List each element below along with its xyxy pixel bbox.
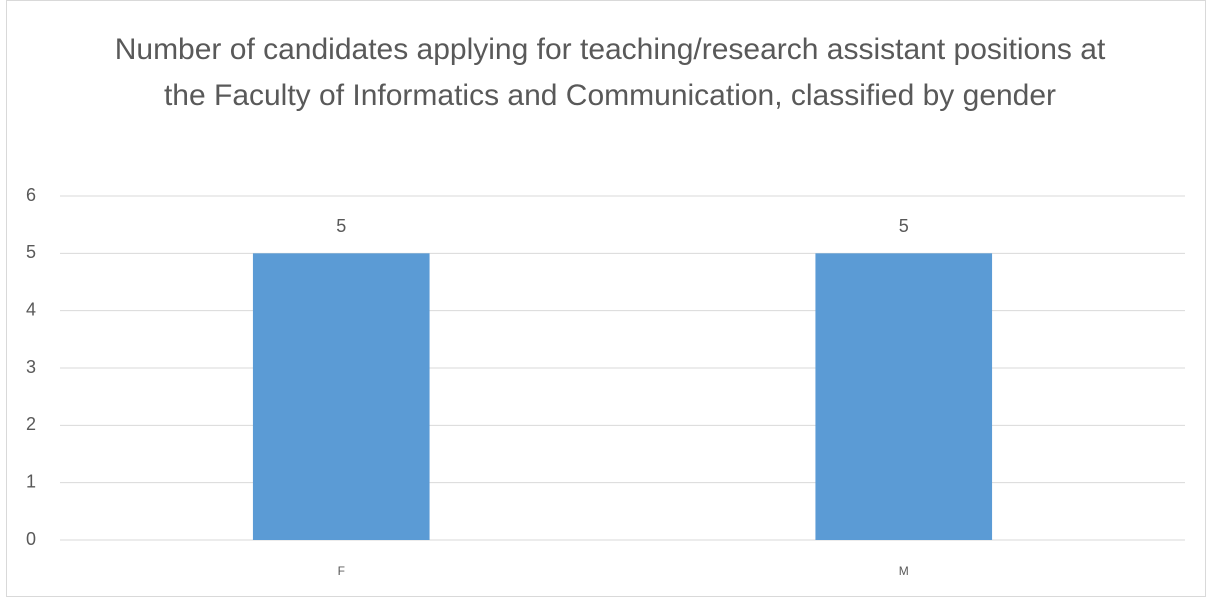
y-tick-label: 1 <box>26 471 36 491</box>
data-label: 5 <box>899 216 909 236</box>
data-label: 5 <box>336 216 346 236</box>
y-tick-label: 3 <box>26 357 36 377</box>
y-tick-label: 2 <box>26 414 36 434</box>
y-tick-label: 6 <box>26 185 36 205</box>
y-tick-label: 5 <box>26 242 36 262</box>
chart-title: Number of candidates applying for teachi… <box>114 33 1106 112</box>
y-tick-label: 4 <box>26 299 36 319</box>
x-tick-label: F <box>338 564 345 578</box>
bar <box>252 253 430 541</box>
bar <box>815 253 993 541</box>
x-tick-label: M <box>899 564 909 578</box>
y-tick-label: 0 <box>26 529 36 549</box>
